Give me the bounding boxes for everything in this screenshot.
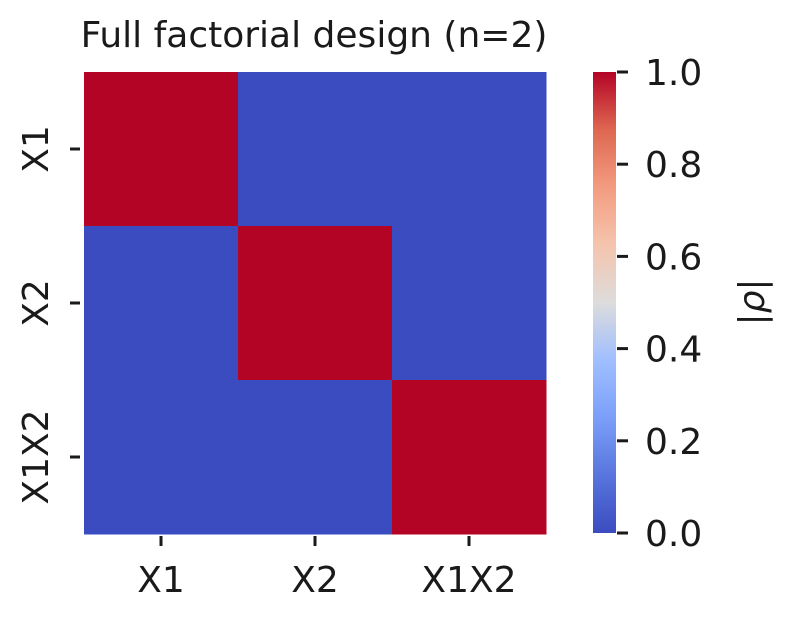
- x-axis-ticks: X1 X2 X1X2: [137, 536, 517, 601]
- colorbar-ticks: 0.0 0.2 0.4 0.6 0.8 1.0: [617, 53, 702, 555]
- colorbar-label: |ρ|: [732, 278, 773, 325]
- colorbar-tick-label: 0.6: [645, 237, 702, 278]
- colorbar-tick-label: 0.8: [645, 145, 702, 186]
- chart-title: Full factorial design (n=2): [81, 15, 548, 56]
- x-tick-label: X1: [137, 560, 185, 601]
- heatmap-cells: [84, 72, 547, 535]
- heatmap-cell-X1X2-X1X2: [392, 380, 547, 535]
- heatmap-cell-X2-X2: [238, 226, 393, 381]
- colorbar-tick-label: 0.4: [645, 330, 702, 371]
- heatmap-cell-X1-X1: [84, 72, 239, 227]
- heatmap-cell-X1-X2: [238, 72, 393, 227]
- heatmap-cell-X1-X1X2: [392, 72, 547, 227]
- colorbar-tick-label: 1.0: [645, 53, 702, 94]
- y-tick-label: X2: [16, 279, 57, 327]
- x-tick-label: X1X2: [421, 560, 516, 601]
- colorbar-tick-label: 0.0: [645, 514, 702, 555]
- heatmap-cell-X1X2-X1: [84, 380, 239, 535]
- colorbar-tick-label: 0.2: [645, 422, 702, 463]
- heatmap-cell-X2-X1: [84, 226, 239, 381]
- y-tick-label: X1X2: [16, 409, 57, 504]
- colorbar: [593, 72, 616, 533]
- heatmap-cell-X2-X1X2: [392, 226, 547, 381]
- x-tick-label: X2: [291, 560, 339, 601]
- y-tick-label: X1: [16, 125, 57, 173]
- heatmap-cell-X1X2-X2: [238, 380, 393, 535]
